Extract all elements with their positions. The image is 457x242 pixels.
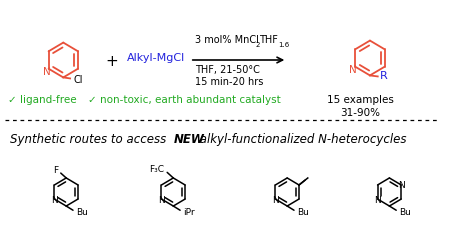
Text: THF, 21-50°C: THF, 21-50°C [195,65,260,75]
Text: F₃C: F₃C [149,166,165,174]
Text: 15 min-20 hrs: 15 min-20 hrs [195,77,263,87]
Text: ✓ non-toxic, earth abundant catalyst: ✓ non-toxic, earth abundant catalyst [88,95,280,105]
Text: Bu: Bu [76,208,88,217]
Text: N: N [51,196,58,204]
Text: Synthetic routes to access: Synthetic routes to access [10,133,170,146]
Text: iPr: iPr [183,208,195,217]
Text: N: N [374,196,381,204]
Text: 1.6: 1.6 [278,42,290,48]
Text: N: N [398,182,404,190]
Text: 15 examples: 15 examples [327,95,393,105]
Text: +: + [106,54,118,69]
Text: Bu: Bu [399,208,411,217]
Text: alkyl-functionalized N-heterocycles: alkyl-functionalized N-heterocycles [196,133,406,146]
Text: 2: 2 [255,42,260,48]
Text: N: N [350,65,357,75]
Text: N: N [272,196,279,204]
Text: N: N [158,196,165,204]
Text: THF: THF [259,35,278,45]
Text: NEW: NEW [173,133,204,146]
Text: 31-90%: 31-90% [340,108,380,118]
Text: Alkyl-MgCl: Alkyl-MgCl [127,53,185,63]
Text: N: N [43,67,51,77]
Text: ✓ ligand-free: ✓ ligand-free [8,95,76,105]
Text: F: F [53,166,58,175]
Text: 3 mol% MnCl: 3 mol% MnCl [195,35,259,45]
Text: Cl: Cl [73,76,83,85]
Text: Bu: Bu [297,208,309,217]
Text: R: R [380,71,388,81]
